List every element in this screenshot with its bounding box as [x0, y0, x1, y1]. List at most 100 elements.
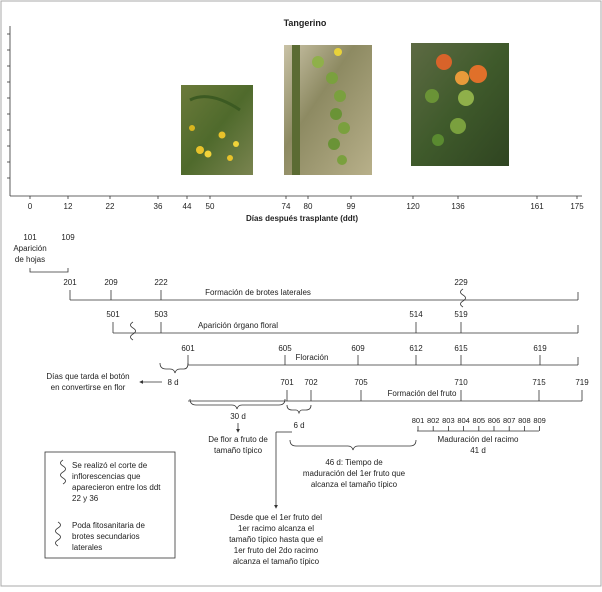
figure-title: Tangerino [284, 18, 327, 28]
stage-floracion: 601 605 609 612 615 619 Floración 8 d Dí… [46, 344, 579, 392]
code-719: 719 [575, 378, 589, 387]
code-601: 601 [181, 344, 195, 353]
maduracion-code: 804 [457, 416, 470, 425]
madur-text-3: alcanza el tamaño típico [311, 480, 398, 489]
corte-text-2: inflorescencias que [72, 472, 141, 481]
stage-maduracion: 801 802 803 804 805 806 807 808 809 Maduración d… [412, 416, 546, 455]
stage-fruto: 701 702 705 710 715 719 Formación del fr… [188, 378, 589, 509]
x-tick-label: 120 [406, 202, 420, 211]
code-201: 201 [63, 278, 77, 287]
flor-days: 30 d [230, 412, 246, 421]
maduracion-code: 807 [503, 416, 516, 425]
corte-text-1: Se realizó el corte de [72, 461, 148, 470]
code-702: 702 [304, 378, 318, 387]
maduracion-code: 809 [533, 416, 546, 425]
corte-text-3: aparecieron entre los ddt [72, 483, 161, 492]
boton-text-2: en convertirse en flor [51, 383, 126, 392]
poda-text-3: laterales [72, 543, 102, 552]
corte-text-4: 22 y 36 [72, 494, 99, 503]
flor-brace [189, 398, 286, 410]
maduracion-code: 808 [518, 416, 531, 425]
x-tick-labels: 0 12 22 36 44 50 74 80 99 120 136 161 175 [28, 202, 584, 211]
poda-text-2: brotes secundarios [72, 532, 140, 541]
maduracion-code: 803 [442, 416, 455, 425]
green-tomato-photo [284, 45, 372, 175]
code-209: 209 [104, 278, 118, 287]
code-514: 514 [409, 310, 423, 319]
brotes-label: Formación de brotes laterales [205, 288, 311, 297]
code-503: 503 [154, 310, 168, 319]
flower-photo [181, 85, 253, 175]
x-tick-label: 50 [206, 202, 215, 211]
x-tick-label: 161 [530, 202, 544, 211]
code-501: 501 [106, 310, 120, 319]
maduracion-46d: 46 d: Tiempo de maduración del 1er fruto… [289, 439, 417, 489]
fruto-label: Formación del fruto [388, 389, 457, 398]
racimo-days: 6 d [293, 421, 304, 430]
x-tick-label: 44 [183, 202, 192, 211]
racimo-text-2: 1er racimo alcanza el [238, 524, 314, 533]
code-605: 605 [278, 344, 292, 353]
x-tick-label: 22 [106, 202, 115, 211]
stage-hojas: 101 109 Aparición de hojas [13, 233, 75, 273]
poda-symbol [460, 288, 466, 308]
racimo-brace [286, 404, 312, 415]
maduracion-days: 41 d [470, 446, 486, 455]
code-612: 612 [409, 344, 423, 353]
maduracion-code: 802 [427, 416, 440, 425]
x-axis: Días después trasplante (ddt) [10, 195, 582, 223]
boton-days: 8 d [167, 378, 178, 387]
corte-symbol [130, 321, 136, 341]
racimo-text-5: alcanza el tamaño típico [233, 557, 320, 566]
hojas-label-1: Aparición [13, 244, 46, 253]
x-tick-label: 175 [570, 202, 584, 211]
code-519: 519 [454, 310, 468, 319]
code-701: 701 [280, 378, 294, 387]
maduracion-code: 805 [473, 416, 486, 425]
organo-label: Aparición órgano floral [198, 321, 278, 330]
maduracion-code: 806 [488, 416, 501, 425]
madur-text-2: maduración del 1er fruto que [303, 469, 406, 478]
floracion-label: Floración [296, 353, 329, 362]
stage-brotes: 201 209 222 229 Formación de brotes late… [63, 278, 579, 308]
y-axis [7, 26, 11, 196]
x-tick-label: 0 [28, 202, 33, 211]
code-101: 101 [23, 233, 37, 242]
maduracion-code: 801 [412, 416, 425, 425]
x-axis-label: Días después trasplante (ddt) [246, 214, 358, 223]
racimo-text-1: Desde que el 1er fruto del [230, 513, 322, 522]
code-705: 705 [354, 378, 368, 387]
racimo-text-3: tamaño típico hasta que el [229, 535, 323, 544]
flor-text-2: tamaño típico [214, 446, 263, 455]
hojas-label-2: de hojas [15, 255, 45, 264]
poda-legend-icon [55, 521, 61, 547]
code-609: 609 [351, 344, 365, 353]
code-109: 109 [61, 233, 75, 242]
maduracion-label: Maduración del racimo [438, 435, 519, 444]
x-tick-label: 99 [347, 202, 356, 211]
x-tick-label: 80 [304, 202, 313, 211]
boton-text-1: Días que tarda el botón [46, 372, 129, 381]
x-tick-label: 36 [154, 202, 163, 211]
flor-text-1: De flor a fruto de [208, 435, 268, 444]
poda-text-1: Poda fitosanitaria de [72, 521, 145, 530]
legend: Se realizó el corte de inflorescencias q… [44, 451, 176, 559]
x-tick-label: 74 [282, 202, 291, 211]
code-222: 222 [154, 278, 168, 287]
boton-brace [159, 362, 189, 374]
racimo-text-4: 1er fruto del 2do racimo [234, 546, 319, 555]
code-229: 229 [454, 278, 468, 287]
code-710: 710 [454, 378, 468, 387]
red-tomato-photo [411, 43, 509, 166]
x-tick-label: 136 [451, 202, 465, 211]
x-tick-label: 12 [64, 202, 73, 211]
code-715: 715 [532, 378, 546, 387]
code-619: 619 [533, 344, 547, 353]
stage-organo: 501 503 514 519 Aparición órgano floral [106, 310, 579, 341]
corte-legend-icon [60, 459, 66, 485]
code-615: 615 [454, 344, 468, 353]
madur-text-1: 46 d: Tiempo de [325, 458, 383, 467]
